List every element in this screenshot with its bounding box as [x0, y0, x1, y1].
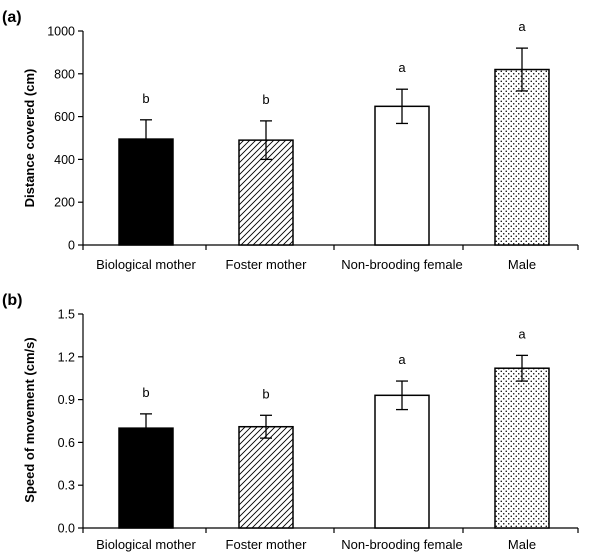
panel-b-plot: 0.0 0.3 0.6 0.9 1.2 1.5 b Biological mother b Fos… [58, 308, 579, 552]
panel-b-category-label: Foster mother [226, 537, 308, 552]
panel-a-plot: 0 200 400 600 800 1000 b Biological mother b Fost… [47, 19, 579, 272]
panel-b-category-label: Male [508, 537, 536, 552]
panel-a-ylabel: Distance covered (cm) [22, 69, 37, 208]
panel-b-bar [238, 425, 294, 529]
panel-a-bar [494, 68, 550, 246]
panel-a-bar [118, 138, 174, 246]
panel-b-category-label: Biological mother [96, 537, 196, 552]
panel-a-category-label: Biological mother [96, 257, 196, 272]
panel-b-bar [118, 427, 174, 529]
panel-b-ylabel: Speed of movement (cm/s) [22, 337, 37, 502]
panel-a-category-label: Non-brooding female [341, 257, 462, 272]
panel-a-significance-letter: a [518, 19, 526, 34]
panel-b-y-tick-label: 0.0 [58, 522, 75, 536]
panel-b-category-label: Non-brooding female [341, 537, 462, 552]
panel-a-category-label: Male [508, 257, 536, 272]
panel-a-label: (a) [2, 9, 22, 26]
panel-b-y-tick-label: 0.3 [58, 479, 75, 493]
panel-a-y-tick-label: 200 [54, 196, 75, 210]
panel-a-y-tick-label: 1000 [47, 25, 75, 39]
panel-b-significance-letter: a [398, 352, 406, 367]
panel-b-y-tick-label: 0.6 [58, 436, 75, 450]
panel-a-significance-letter: b [142, 91, 149, 106]
panel-b-significance-letter: a [518, 326, 526, 341]
panel-a-y-tick-label: 800 [54, 67, 75, 81]
panel-b-y-tick-label: 0.9 [58, 393, 75, 407]
panel-b-bar [494, 367, 550, 529]
panel-a-category-label: Foster mother [226, 257, 308, 272]
panel-a-y-tick-label: 600 [54, 110, 75, 124]
panel-a-bar [374, 105, 430, 246]
panel-b-y-tick-label: 1.5 [58, 308, 75, 322]
panel-b-y-tick-label: 1.2 [58, 350, 75, 364]
panel-a-significance-letter: b [262, 92, 269, 107]
panel-a-y-tick-label: 0 [68, 239, 75, 253]
panel-b-label: (b) [2, 292, 22, 309]
panel-b-significance-letter: b [262, 386, 269, 401]
panel-a-significance-letter: a [398, 60, 406, 75]
panel-b-significance-letter: b [142, 385, 149, 400]
panel-a-y-tick-label: 400 [54, 153, 75, 167]
panel-b-bar [374, 394, 430, 529]
